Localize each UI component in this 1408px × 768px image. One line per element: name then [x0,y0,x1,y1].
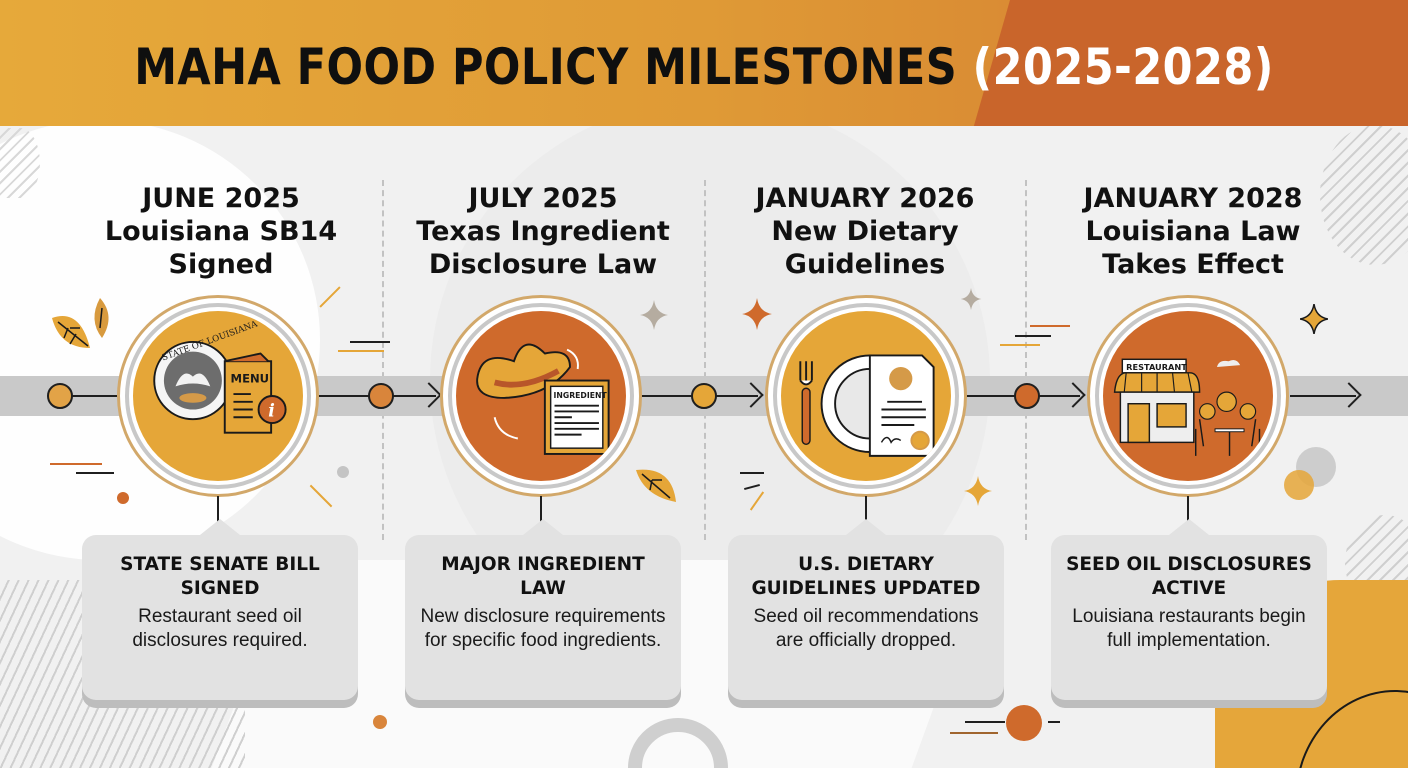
accent-stroke [1015,335,1051,337]
timeline-line [1290,395,1356,397]
connector-stem [540,496,542,530]
accent-dot [337,466,349,478]
ring-decoration [628,718,728,768]
milestone-heading: JULY 2025 Texas Ingredient Disclosure La… [393,182,693,281]
column-divider [704,180,706,540]
milestone-icon-circle [765,295,967,497]
milestone-icon-circle: STATE OF LOUISIANA MENU i [117,295,319,497]
plate-fork-certificate-icon [799,354,935,457]
accent-stroke [1048,721,1060,723]
hatch-pattern [0,128,40,198]
column-divider [382,180,384,540]
timeline-node [691,383,717,409]
milestone-date: JANUARY 2028 [1083,183,1303,214]
connector-stem [1187,496,1189,530]
accent-stroke [350,341,390,343]
milestone-title-line2: Guidelines [784,249,946,280]
card-text: Restaurant seed oil disclosures required… [132,606,308,651]
timeline-node [368,383,394,409]
accent-stroke [338,350,384,352]
milestone-title-line2: Disclosure Law [428,249,658,280]
sparkle-icon [1300,304,1328,334]
milestone-title-line1: Louisiana SB14 [104,216,338,247]
milestone-card: STATE SENATE BILL SIGNED Restaurant seed… [82,519,358,700]
milestone-heading: JANUARY 2028 Louisiana Law Takes Effect [1043,182,1343,281]
accent-stroke [965,721,1005,723]
card-heading: SEED OIL DISCLOSURES ACTIVE [1066,554,1312,599]
card-text: Louisiana restaurants begin full impleme… [1072,606,1306,651]
accent-stroke [319,286,341,308]
cowboy-hat-ingredient-label-icon: INGREDIENT [476,343,610,455]
louisiana-seal-and-menu-icon: STATE OF LOUISIANA MENU i [153,319,287,434]
accent-stroke [309,484,333,508]
milestone-date: JULY 2025 [468,183,618,214]
milestone-date: JANUARY 2026 [755,183,975,214]
accent-stroke [744,483,760,491]
column-divider [1025,180,1027,540]
title-years: (2025-2028) [972,38,1274,96]
sparkle-icon [742,298,772,330]
milestone-title-line1: Louisiana Law [1085,216,1301,247]
card-heading: U.S. DIETARY GUIDELINES UPDATED [751,554,981,599]
restaurant-diners-icon: RESTAURANT [1113,358,1261,456]
milestone-heading: JANUARY 2026 New Dietary Guidelines [715,182,1015,281]
svg-text:RESTAURANT: RESTAURANT [1126,362,1187,372]
milestone-title-line1: Texas Ingredient [416,216,670,247]
accent-stroke [740,472,764,474]
accent-stroke [1000,344,1040,346]
card-text: New disclosure requirements for specific… [420,606,666,651]
milestone-card: MAJOR INGREDIENT LAW New disclosure requ… [405,519,681,700]
accent-dot [1284,470,1314,500]
card-text: Seed oil recommendations are officially … [753,606,979,651]
header-banner: MAHA FOOD POLICY MILESTONES (2025-2028) [0,0,1408,126]
sparkle-icon [960,288,982,310]
svg-text:i: i [268,401,275,421]
accent-stroke [950,732,998,734]
accent-stroke [50,463,102,465]
milestone-title-line1: New Dietary [771,216,959,247]
milestone-title-line2: Takes Effect [1102,249,1284,280]
leaf-icon [52,298,109,348]
accent-stroke [1030,325,1070,327]
sparkle-icon [640,300,668,330]
milestone-date: JUNE 2025 [142,183,300,214]
milestone-card: U.S. DIETARY GUIDELINES UPDATED Seed oil… [728,519,1004,700]
sparkle-icon [964,476,992,506]
milestone-title-line2: Signed [168,249,274,280]
accent-dot [1006,705,1042,741]
timeline-node [47,383,73,409]
milestone-card: SEED OIL DISCLOSURES ACTIVE Louisiana re… [1051,519,1327,700]
accent-dot [373,715,387,729]
card-heading: STATE SENATE BILL SIGNED [120,554,320,599]
accent-dot [117,492,129,504]
svg-text:INGREDIENT: INGREDIENT [554,391,608,400]
svg-text:MENU: MENU [231,371,270,385]
connector-stem [217,496,219,530]
accent-stroke [76,472,114,474]
connector-stem [865,496,867,530]
milestone-icon-circle: INGREDIENT [440,295,642,497]
hatch-pattern [1345,515,1408,610]
title-main: MAHA FOOD POLICY MILESTONES [134,38,958,96]
timeline-line [60,395,130,397]
page-title: MAHA FOOD POLICY MILESTONES (2025-2028) [99,38,1310,96]
accent-stroke [749,491,765,511]
milestone-icon-circle: RESTAURANT [1087,295,1289,497]
leaf-icon [636,469,676,502]
milestone-heading: JUNE 2025 Louisiana SB14 Signed [71,182,371,281]
timeline-node [1014,383,1040,409]
card-heading: MAJOR INGREDIENT LAW [441,554,645,599]
